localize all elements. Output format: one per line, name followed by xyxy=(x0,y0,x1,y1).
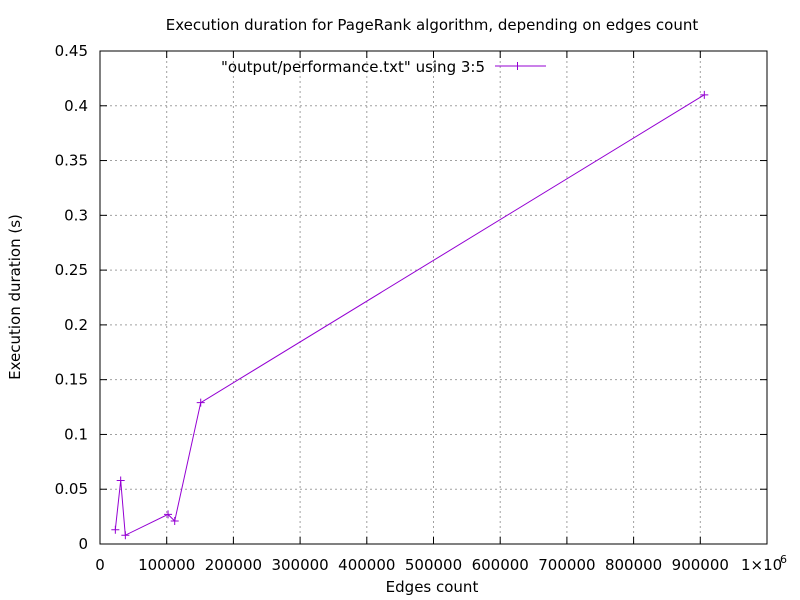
x-tick-label: 600000 xyxy=(472,556,529,574)
data-point xyxy=(116,476,125,485)
x-tick-label: 500000 xyxy=(405,556,462,574)
data-point xyxy=(111,525,120,534)
data-point xyxy=(700,90,709,99)
x-scale-label: 1×10 6 xyxy=(741,553,787,574)
data-point xyxy=(121,531,130,540)
legend-entry-marker xyxy=(513,62,522,70)
data-point xyxy=(196,398,205,407)
x-tick-label: 200000 xyxy=(205,556,262,574)
x-axis-label: Edges count xyxy=(386,578,479,596)
x-scale-exponent: 6 xyxy=(780,553,787,566)
y-tick-label: 0.4 xyxy=(64,97,88,115)
y-tick-label: 0 xyxy=(78,535,88,553)
x-scale-base: 1×10 xyxy=(741,556,782,574)
grid-lines xyxy=(100,51,767,544)
y-tick-label: 0.3 xyxy=(64,206,88,224)
y-tick-label: 0.05 xyxy=(55,480,88,498)
y-tick-label: 0.1 xyxy=(64,425,88,443)
x-tick-label: 300000 xyxy=(271,556,328,574)
legend-entry-label: "output/performance.txt" using 3:5 xyxy=(221,58,485,76)
x-tick-label: 900000 xyxy=(672,556,729,574)
y-tick-label: 0.45 xyxy=(55,42,88,60)
y-tick-label: 0.15 xyxy=(55,371,88,389)
y-tick-label: 0.2 xyxy=(64,316,88,334)
chart-title: Execution duration for PageRank algorith… xyxy=(166,16,699,34)
x-tick-label: 0 xyxy=(95,556,105,574)
y-axis-label: Execution duration (s) xyxy=(6,214,24,380)
x-tick-label: 800000 xyxy=(605,556,662,574)
data-point xyxy=(170,516,179,525)
x-tick-label: 700000 xyxy=(538,556,595,574)
y-tick-label: 0.35 xyxy=(55,152,88,170)
x-tick-label: 100000 xyxy=(138,556,195,574)
x-tick-label: 400000 xyxy=(338,556,395,574)
x-axis-ticks: 0 100000 200000 300000 400000 500000 600000 700… xyxy=(95,51,768,574)
series-group xyxy=(111,90,709,540)
legend: "output/performance.txt" using 3:5 xyxy=(221,58,546,76)
y-axis-ticks: 0 0.05 0.1 0.15 0.2 0.25 0.3 0.35 0.4 0.45 xyxy=(55,42,767,553)
data-point xyxy=(164,510,173,519)
y-tick-label: 0.25 xyxy=(55,261,88,279)
